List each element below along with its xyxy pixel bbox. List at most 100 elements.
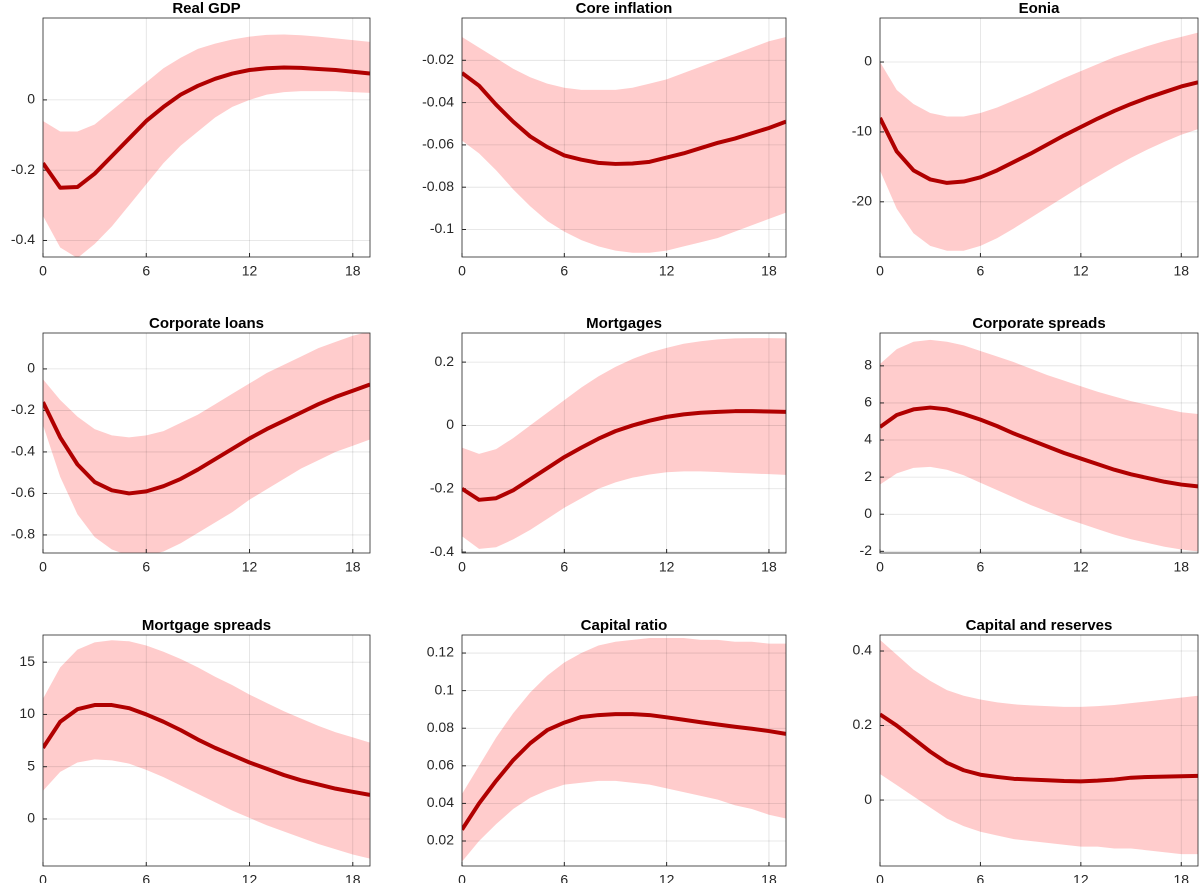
y-tick-label: 15 xyxy=(19,653,35,669)
x-tick-label: 0 xyxy=(876,872,884,883)
x-tick-label: 12 xyxy=(1073,263,1089,279)
y-tick-label: 0.1 xyxy=(435,681,455,697)
y-tick-label: -2 xyxy=(860,542,873,558)
x-tick-label: 0 xyxy=(39,559,47,575)
x-tick-label: 6 xyxy=(560,559,568,575)
axes-frame xyxy=(879,634,1199,867)
x-tick-label: 6 xyxy=(977,559,985,575)
median-line xyxy=(43,65,370,190)
y-tick-label: 10 xyxy=(19,705,35,721)
x-tick-label: 18 xyxy=(1173,872,1189,883)
y-tick-label: -0.2 xyxy=(11,401,35,417)
y-tick-label: 6 xyxy=(864,394,872,410)
x-tick-label: 0 xyxy=(876,559,884,575)
y-tick-label: 5 xyxy=(27,757,35,773)
x-tick-label: 6 xyxy=(142,263,150,279)
y-tick-label: 0.04 xyxy=(427,794,454,810)
median-line xyxy=(462,409,786,502)
x-tick-label: 12 xyxy=(242,559,258,575)
median-line xyxy=(43,382,370,496)
subplot: 0 6 12 18 -0.8 -0.6 -0.4 -0.2 0 Corporate loans xyxy=(11,315,371,575)
y-tick-label: -0.6 xyxy=(11,484,35,500)
confidence-band xyxy=(880,639,1198,855)
y-tick-label: 4 xyxy=(864,431,872,447)
confidence-band xyxy=(880,339,1198,552)
subplot-title: Mortgages xyxy=(586,315,662,332)
confidence-band xyxy=(43,34,370,257)
x-tick-label: 12 xyxy=(1073,872,1089,883)
subplot-title: Corporate loans xyxy=(149,315,264,332)
x-tick-label: 18 xyxy=(761,872,777,883)
y-tick-label: -0.04 xyxy=(422,93,454,109)
axes-frame xyxy=(42,17,371,258)
subplot-title: Core inflation xyxy=(576,0,673,17)
y-tick-label: 0.06 xyxy=(427,757,454,773)
median-line xyxy=(462,71,786,166)
y-tick-label: -0.1 xyxy=(430,220,454,236)
y-tick-label: 0 xyxy=(27,810,35,826)
subplot-title: Capital and reserves xyxy=(966,617,1113,634)
subplot-title: Corporate spreads xyxy=(972,315,1105,332)
x-tick-label: 6 xyxy=(977,872,985,883)
y-tick-label: 0 xyxy=(864,53,872,69)
y-tick-label: 0.02 xyxy=(427,832,454,848)
y-tick-label: -0.8 xyxy=(11,526,35,542)
y-tick-label: -20 xyxy=(852,192,872,208)
axes-frame xyxy=(879,17,1199,258)
y-tick-label: 0 xyxy=(27,360,35,376)
subplot-title: Real GDP xyxy=(172,0,240,17)
subplot-title: Capital ratio xyxy=(581,617,668,634)
subplot: 0 6 12 18 -0.1 -0.08 -0.06 -0.04 -0.02 Core infla… xyxy=(422,0,787,279)
y-tick-label: 0 xyxy=(27,91,35,107)
axes-frame xyxy=(42,634,371,867)
subplot: 0 6 12 18 -20 -10 0 Eonia xyxy=(852,0,1199,279)
y-tick-label: -10 xyxy=(852,123,872,139)
x-tick-label: 6 xyxy=(142,559,150,575)
y-tick-label: 0 xyxy=(864,791,872,807)
confidence-band xyxy=(880,32,1198,251)
y-tick-label: 0.12 xyxy=(427,644,454,660)
subplot: 0 6 12 18 -0.4 -0.2 0 0.2 Mortgages xyxy=(430,315,787,575)
confidence-band xyxy=(43,640,370,859)
subplot: 0 6 12 18 0.02 0.04 0.06 0.08 0.1 0.12 Capital rat… xyxy=(427,617,787,883)
confidence-band xyxy=(43,333,370,553)
y-tick-label: 0.08 xyxy=(427,719,454,735)
x-tick-label: 0 xyxy=(458,263,466,279)
x-tick-label: 0 xyxy=(876,263,884,279)
y-tick-label: -0.08 xyxy=(422,178,454,194)
axes-frame xyxy=(879,332,1199,554)
x-tick-label: 18 xyxy=(1173,263,1189,279)
x-tick-label: 12 xyxy=(659,872,675,883)
x-tick-label: 18 xyxy=(1173,559,1189,575)
x-tick-label: 0 xyxy=(39,872,47,883)
x-tick-label: 18 xyxy=(345,263,361,279)
y-tick-label: -0.4 xyxy=(430,543,454,559)
axes-frame xyxy=(42,332,371,554)
x-tick-label: 6 xyxy=(560,872,568,883)
x-tick-label: 12 xyxy=(1073,559,1089,575)
x-tick-label: 12 xyxy=(659,559,675,575)
subplot: 0 6 12 18 0 5 10 15 Mortgage spreads xyxy=(19,617,371,883)
y-tick-label: -0.4 xyxy=(11,231,35,247)
y-tick-label: 0 xyxy=(864,505,872,521)
y-tick-label: -0.2 xyxy=(430,479,454,495)
subplot-title: Eonia xyxy=(1019,0,1060,17)
y-tick-label: 0.2 xyxy=(853,716,873,732)
y-tick-label: 0.4 xyxy=(853,642,873,658)
x-tick-label: 18 xyxy=(345,872,361,883)
confidence-band xyxy=(462,37,786,253)
x-tick-label: 12 xyxy=(242,872,258,883)
axes-frame xyxy=(461,332,787,554)
x-tick-label: 18 xyxy=(761,263,777,279)
x-tick-label: 6 xyxy=(977,263,985,279)
median-line xyxy=(880,405,1198,489)
axes-frame xyxy=(461,634,787,867)
x-tick-label: 6 xyxy=(560,263,568,279)
median-line xyxy=(43,703,370,797)
subplot: 0 6 12 18 -0.4 -0.2 0 Real GDP xyxy=(11,0,371,279)
x-tick-label: 0 xyxy=(39,263,47,279)
subplot: 0 6 12 18 0 0.2 0.4 Capital and reserves xyxy=(853,617,1199,883)
y-tick-label: -0.4 xyxy=(11,443,35,459)
x-tick-label: 18 xyxy=(761,559,777,575)
